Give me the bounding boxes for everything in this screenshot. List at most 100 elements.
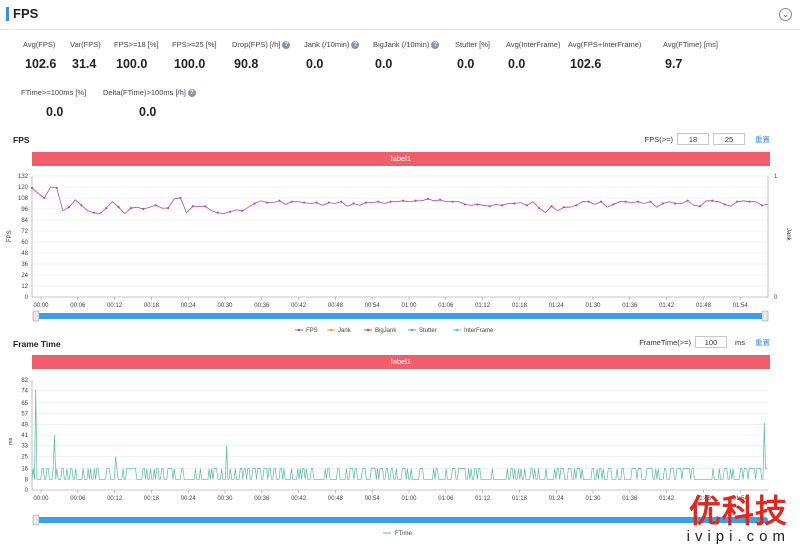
y-tick-label: 24 (21, 273, 28, 279)
stat-value: 102.6 (570, 57, 602, 71)
fps-point (92, 211, 95, 214)
x-tick-label: 00:00 (33, 496, 49, 502)
frametime-reset-link[interactable]: 重置 (755, 337, 770, 347)
fps-point (760, 204, 763, 207)
frametime-legend: FTime (383, 531, 412, 537)
fps-point (599, 200, 603, 203)
y-tick-label: 84 (21, 218, 28, 224)
slider-handle-left[interactable] (32, 310, 40, 322)
legend-marker (410, 328, 414, 332)
fps-point (278, 199, 281, 202)
stat-value: 0.0 (508, 57, 526, 71)
stat-6: BigJank (/10min)? 0.0 (373, 40, 440, 71)
fps-point (414, 199, 417, 202)
fps-point (723, 203, 726, 206)
y-tick-label: 57 (21, 412, 28, 418)
fps-threshold-controls: FPS(>=) 重置 (645, 133, 770, 145)
legend-item-ftime[interactable]: FTime (395, 531, 412, 537)
fps-label-bar[interactable]: label1 (32, 152, 770, 166)
fps-point (327, 201, 330, 204)
y-tick-label: 82 (21, 378, 28, 384)
stat-1: Var(FPS) 31.4 (70, 40, 101, 71)
fps-point (624, 200, 627, 203)
stat-label-text: Avg(FPS+InterFrame) (568, 40, 642, 49)
fps-point (352, 202, 355, 205)
x-tick-label: 00:18 (144, 303, 160, 309)
fps-zoom-slider[interactable] (32, 310, 769, 322)
help-icon[interactable]: ? (431, 40, 440, 49)
stat-value: 102.6 (25, 57, 57, 71)
fps-ylabel: FPS (7, 230, 13, 242)
x-tick-label: 00:42 (291, 303, 307, 309)
x-tick-label: 00:24 (181, 303, 197, 309)
x-tick-label: 00:06 (70, 496, 86, 502)
x-tick-label: 01:54 (733, 303, 749, 309)
frametime-threshold-label: FrameTime(>=) (639, 337, 691, 347)
y-tick-label: 132 (18, 174, 29, 180)
fps-threshold-input-2[interactable] (713, 133, 745, 145)
x-tick-label: 01:18 (512, 303, 528, 309)
stat-label: Var(FPS) (70, 40, 101, 49)
frametime-chart: 0 8 16 25 33 41 49 57 65 74 82 00:00 00:06 00:12 00:1… (8, 378, 768, 537)
stat-label-text: FPS>=18 [%] (114, 40, 159, 49)
stat-label-text: Var(FPS) (70, 40, 101, 49)
fps-reset-link[interactable]: 重置 (755, 134, 770, 144)
fps-threshold-input-1[interactable] (677, 133, 709, 145)
legend-item-jank[interactable]: Jank (338, 328, 352, 334)
y-tick-label: 65 (21, 401, 28, 407)
fps-point (587, 200, 590, 203)
fps-point (389, 200, 392, 203)
help-icon[interactable]: ? (282, 40, 291, 49)
fps-point (30, 186, 34, 190)
y-tick-label: 8 (25, 477, 29, 483)
watermark-brand: 优科技 (688, 493, 788, 529)
frametime-threshold-input[interactable] (695, 336, 727, 348)
legend-item-interframe[interactable]: InterFrame (464, 328, 494, 334)
stat-3: FPS>=25 [%] 100.0 (172, 40, 217, 71)
fps-point (166, 206, 170, 210)
legend-item-stutter[interactable]: Stutter (419, 328, 437, 334)
frametime-unit: ms (735, 337, 745, 347)
fps-point (117, 206, 120, 209)
stat-value: 0.0 (46, 105, 64, 119)
x-tick-label: 01:24 (549, 303, 565, 309)
fps-threshold-label: FPS(>=) (644, 134, 673, 144)
y-tick-label: 36 (21, 262, 28, 268)
stat-label-text: Avg(InterFrame) (506, 40, 561, 49)
stat-value: 90.8 (234, 57, 259, 71)
chevron-down-icon[interactable]: ⌄ (779, 8, 792, 21)
x-tick-label: 01:36 (622, 496, 638, 502)
y-tick-label: 0 (25, 488, 29, 494)
slider-handle-left[interactable] (32, 514, 40, 526)
watermark-url: ivipi.com (686, 528, 790, 545)
stat-4: Drop(FPS) [/h]? 90.8 (232, 40, 291, 71)
stat-label-text: Drop(FPS) [/h] (232, 40, 281, 49)
x-tick-label: 01:48 (696, 303, 712, 309)
x-tick-label: 01:54 (733, 496, 749, 502)
fps-ylabel-right: Jank (785, 228, 791, 242)
x-tick-label: 00:24 (181, 496, 197, 502)
frametime-zoom-slider[interactable] (32, 514, 768, 526)
watermark: 优科技 ivipi.com (687, 494, 790, 545)
y-tick-label: 12 (21, 284, 28, 290)
stat-label: FTime>=100ms [%] (21, 88, 86, 97)
fps-point (463, 203, 467, 206)
stat-label: Avg(InterFrame) (506, 40, 560, 49)
help-icon[interactable]: ? (351, 40, 360, 49)
y-tick-label: 60 (21, 240, 28, 246)
x-tick-label: 00:36 (254, 496, 270, 502)
legend-item-fps[interactable]: FPS (306, 328, 318, 334)
stat-label: FPS>=18 [%] (114, 40, 159, 49)
slider-handle-right[interactable] (761, 310, 769, 322)
y-tick-label: 120 (18, 185, 29, 191)
fps-point (748, 200, 751, 203)
y-tick-label: 48 (21, 251, 28, 257)
stat-10: Avg(FTime) [ms] 9.7 (663, 40, 718, 71)
stat-8: Avg(InterFrame) 0.0 (506, 40, 560, 71)
legend-item-bigjank[interactable]: BigJank (375, 328, 397, 334)
help-icon[interactable]: ? (187, 88, 196, 97)
stat-7: Stutter [%] 0.0 (455, 40, 490, 71)
x-tick-label: 01:48 (696, 496, 712, 502)
frametime-label-bar[interactable]: label1 (32, 355, 770, 369)
x-tick-label: 01:30 (585, 303, 601, 309)
